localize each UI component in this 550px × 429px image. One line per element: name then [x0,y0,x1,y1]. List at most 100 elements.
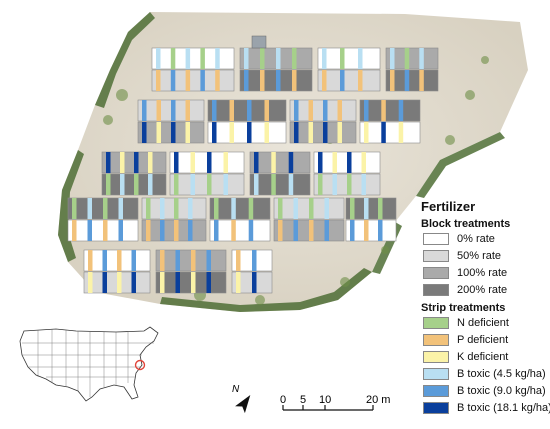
strip-plot [131,250,136,271]
strip-plot [264,100,269,121]
strip-plot [390,48,395,69]
strip-plot [358,48,363,69]
block-label: 100% rate [457,267,508,279]
strip-label: B toxic (4.5 kg/ha) [457,368,546,380]
strip-plot [88,250,93,271]
strip-plot [156,122,161,143]
strip-plot [214,220,219,241]
strip-plot [175,250,180,271]
strip-plot [278,198,283,219]
strip-plot [106,152,111,173]
strip-plot [350,220,355,241]
strip-plot [260,48,265,69]
north-arrow-icon [235,394,251,414]
strip-plot [364,122,369,143]
strip-plot [215,48,220,69]
strip-plot [288,174,294,195]
strip-plot [120,152,125,173]
block-treatments-list: 0% rate 50% rate 100% rate 200% rate [421,231,546,299]
strip-plot [276,48,281,69]
block-treatments-heading: Block treatments [421,218,511,230]
strip-plot [148,152,153,173]
strip-plot [117,272,122,293]
strip-plot [223,174,228,195]
strip-plot [308,100,313,121]
block-plot [151,47,235,70]
block-plot [317,69,381,92]
strip-plot [102,272,107,293]
strip-plot [156,100,161,121]
strip-plot [381,122,386,143]
strip-plot [248,198,254,219]
scale-tick-10: 10 [319,394,332,406]
strip-plot [271,174,276,195]
strip-plot [293,220,298,241]
block-plot [249,173,311,196]
strip-plot [207,174,212,195]
north-label: N [232,384,240,395]
block-swatch [423,250,449,262]
strip-swatch [423,351,449,363]
strip-plot [103,198,108,219]
block-plot [385,69,439,92]
strip-plot [72,198,77,219]
strip-plot [340,48,345,69]
strip-plot [160,198,165,219]
strip-plot [117,250,122,271]
block-swatch [423,267,449,279]
strip-plot [88,272,93,293]
strip-plot [174,174,179,195]
strip-swatch [423,334,449,346]
strip-legend-item: B toxic (18.1 kg/ha) [421,400,550,417]
strip-plot [175,272,180,293]
strip-plot [292,70,297,91]
strip-plot [236,272,241,293]
strip-plot [188,220,193,241]
block-plot [359,99,421,122]
strip-plot [276,70,281,91]
strip-plot [398,122,404,143]
strip-plot [191,250,196,271]
strip-plot [340,70,345,91]
strip-plot [260,70,265,91]
strip-plot [309,198,314,219]
strip-plot [322,70,327,91]
strip-plot [364,220,369,241]
strip-plot [398,100,404,121]
strip-plot [206,250,211,271]
strip-legend-item: N deficient [421,315,546,332]
strip-plot [206,272,211,293]
strip-plot [103,220,108,241]
strip-plot [252,272,257,293]
strip-plot [229,122,234,143]
strip-plot [185,70,191,91]
strip-plot [419,48,424,69]
block-plot [151,69,235,92]
strip-label: K deficient [457,351,509,363]
block-plot [345,219,397,242]
strip-plot [170,48,176,69]
block-label: 50% rate [457,250,502,262]
strip-plot [361,152,366,173]
strip-plot [134,152,139,173]
strip-plot [278,220,283,241]
block-swatch [423,284,449,296]
strip-plot [244,48,249,69]
strip-plot [160,250,165,271]
strip-plot [309,220,314,241]
strip-plot [185,48,191,69]
strip-plot [134,174,139,195]
strip-plot [264,122,269,143]
strip-plot [118,198,123,219]
strip-plot [288,152,294,173]
strip-legend-item: B toxic (9.0 kg/ha) [421,383,546,400]
field-structure [251,35,267,49]
block-legend-item: 0% rate [421,231,546,248]
strip-plot [364,198,369,219]
strip-treatments-list: N deficient P deficient K deficient B toxic… [421,315,550,417]
block-swatch [423,233,449,245]
strip-plot [190,174,195,195]
strip-plot [148,174,153,195]
